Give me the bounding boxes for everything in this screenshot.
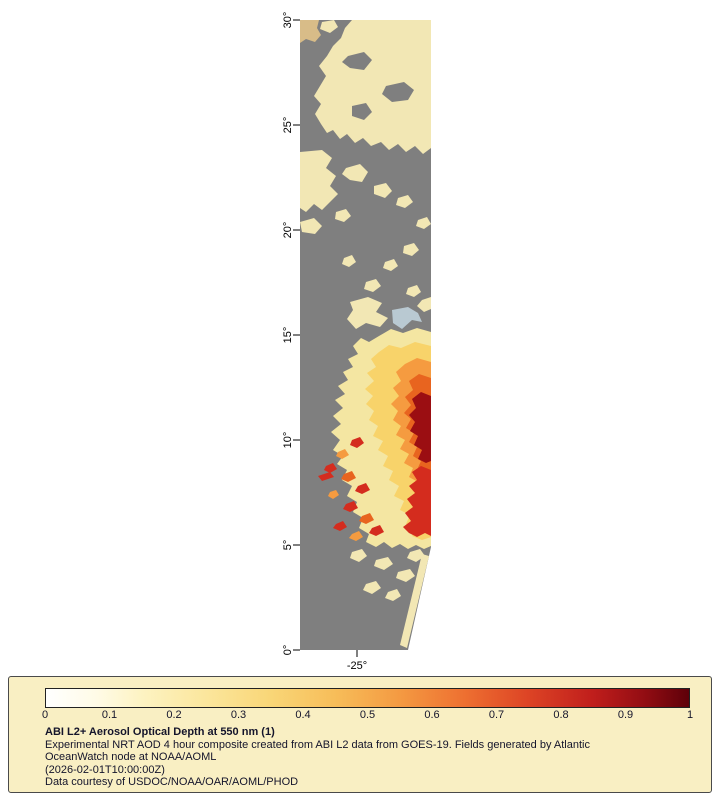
aod-cloud-patch xyxy=(374,183,392,198)
aod-speckle xyxy=(343,501,358,512)
aod-cloud-patch xyxy=(300,150,338,212)
aod-cloud-patch xyxy=(342,164,368,182)
colorbar-tick-label: 0.6 xyxy=(424,709,440,721)
aod-cloud-patch xyxy=(374,557,393,570)
aod-cloud-patch xyxy=(342,255,356,267)
aod-speckle xyxy=(333,521,347,531)
colorbar-tick-label: 0.7 xyxy=(488,709,505,721)
colorbar-tick-label: 0.9 xyxy=(617,709,634,721)
aod-speckle xyxy=(324,463,337,473)
legend-title: ABI L2+ Aerosol Optical Depth at 550 nm … xyxy=(45,726,275,738)
aod-cloud-patch xyxy=(406,285,421,297)
y-axis-tick-label: 0° xyxy=(282,645,294,656)
colorbar-tick-label: 0.3 xyxy=(230,709,247,721)
aod-cloud-patch xyxy=(385,589,401,601)
colorbar-tick-label: 0.5 xyxy=(359,709,376,721)
y-axis-tick-label: 25° xyxy=(282,117,294,134)
aod-cloud-patch xyxy=(396,569,415,582)
aod-speckle xyxy=(318,472,334,481)
aod-tan-patch xyxy=(300,20,321,43)
aod-cloud-patch xyxy=(320,20,338,33)
legend-credit: Data courtesy of USDOC/NOAA/OAR/AOML/PHO… xyxy=(45,776,299,788)
aod-cloud-patch xyxy=(416,217,431,229)
y-axis-tick-label: 10° xyxy=(282,432,294,449)
colorbar-tick-label: 0.2 xyxy=(166,709,182,721)
aod-cloud-patch xyxy=(347,297,388,329)
plume-red-band xyxy=(403,466,431,537)
colorbar-tick-label: 0.1 xyxy=(101,709,118,721)
plume-dark-red xyxy=(409,392,431,463)
aod-cloud-patch xyxy=(350,549,367,562)
colorbar-tick-label: 0.4 xyxy=(295,709,311,721)
y-axis-labels: 30° 25° 20° 15° 10° 5° 0° xyxy=(282,12,294,656)
aod-cloud-patch xyxy=(300,218,322,234)
aod-speckle xyxy=(341,471,356,482)
aod-speckle xyxy=(369,525,384,536)
aod-map: 30° 25° 20° 15° 10° 5° 0° -25° xyxy=(282,12,431,672)
cloud-patch-blue xyxy=(392,307,422,329)
y-axis xyxy=(293,19,300,651)
colorbar-tick-labels: 0 0.1 0.2 0.3 0.4 0.5 0.6 0.7 0.8 0.9 1 xyxy=(41,709,694,722)
y-axis-tick-label: 30° xyxy=(282,12,294,29)
colorbar-tick-label: 0.8 xyxy=(553,709,569,721)
aod-cloud-patch xyxy=(417,297,431,312)
aod-cloud-patch xyxy=(383,259,398,271)
aod-cloud-patch xyxy=(396,195,413,208)
y-axis-tick-label: 20° xyxy=(282,222,294,239)
y-axis-tick-label: 5° xyxy=(282,540,294,551)
colorbar-tick-label: 0 xyxy=(41,709,49,721)
aod-edge-band xyxy=(400,554,429,648)
aod-speckle xyxy=(349,531,363,541)
legend-description-line1: Experimental NRT AOD 4 hour composite cr… xyxy=(45,738,590,751)
aod-cloud-patch xyxy=(364,279,381,292)
y-axis-tick-label: 15° xyxy=(282,327,294,344)
legend-panel: 0 0.1 0.2 0.3 0.4 0.5 0.6 0.7 0.8 0.9 1 … xyxy=(8,676,712,793)
colorbar-gradient xyxy=(45,688,690,708)
aod-cloud-patch xyxy=(314,20,431,154)
legend-timestamp: (2026-02-01T10:00:00Z) xyxy=(45,763,165,776)
aod-cloud-patch xyxy=(407,549,425,562)
x-axis-tick-label: -25° xyxy=(347,660,367,672)
legend-description-line2: OceanWatch node at NOAA/AOML xyxy=(45,751,217,763)
legend-caption: ABI L2+ Aerosol Optical Depth at 550 nm … xyxy=(45,726,690,789)
aod-speckle xyxy=(355,483,370,494)
x-axis: -25° xyxy=(347,650,367,672)
no-data-hole xyxy=(352,103,372,120)
aod-speckle xyxy=(336,449,349,459)
aod-cloud-patch xyxy=(403,243,419,256)
aod-speckle xyxy=(350,437,364,448)
aod-cloud-patch xyxy=(363,581,381,594)
aod-speckle xyxy=(359,513,374,524)
aod-speckle xyxy=(328,490,339,499)
aod-cloud-patch xyxy=(335,209,351,222)
no-data-hole xyxy=(342,52,372,70)
colorbar-tick-label: 1 xyxy=(686,709,694,721)
no-data-hole xyxy=(382,82,414,102)
